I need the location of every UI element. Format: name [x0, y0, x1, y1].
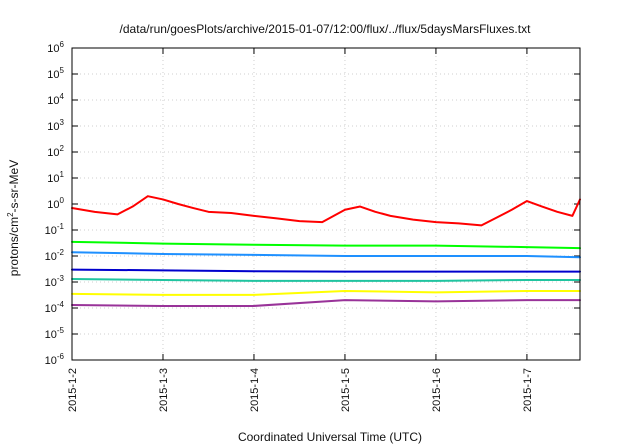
y-tick-label-base: 10 — [47, 43, 59, 55]
y-tick-label: 101 — [47, 170, 64, 185]
y-tick-label: 100 — [47, 196, 64, 211]
y-tick-label-base: 10 — [45, 225, 57, 237]
y-tick-label-base: 10 — [45, 277, 57, 289]
y-tick-label-base: 10 — [45, 329, 57, 341]
y-tick-label-base: 10 — [47, 147, 59, 159]
y-tick-label: 103 — [47, 118, 64, 133]
y-tick-label-exponent: 0 — [60, 196, 65, 205]
series-line-0 — [71, 195, 581, 227]
y-tick-label: 10-1 — [45, 222, 65, 237]
x-tick-label: 2015-1-7 — [522, 368, 534, 412]
y-tick-label: 102 — [47, 144, 64, 159]
series-layer — [71, 195, 581, 307]
chart-title: /data/run/goesPlots/archive/2015-01-07/1… — [120, 22, 532, 36]
y-tick-label-base: 10 — [47, 95, 59, 107]
y-axis-label-prefix: protons/cm — [7, 217, 21, 276]
y-tick-label-exponent: 3 — [60, 118, 65, 127]
y-tick-label: 105 — [47, 66, 64, 81]
y-tick-label-base: 10 — [47, 173, 59, 185]
y-tick-label-exponent: -5 — [57, 326, 65, 335]
y-tick-label-exponent: -2 — [57, 248, 65, 257]
y-tick-label-base: 10 — [47, 199, 59, 211]
grid-layer — [71, 47, 580, 361]
y-tick-label: 10-3 — [45, 274, 65, 289]
y-tick-label: 10-4 — [45, 300, 65, 315]
series-line-1 — [71, 240, 581, 250]
y-tick-label-base: 10 — [45, 303, 57, 315]
y-tick-label: 10-2 — [45, 248, 65, 263]
y-tick-label: 10-5 — [45, 326, 65, 341]
axes-layer — [71, 47, 581, 361]
x-tick-label: 2015-1-6 — [431, 368, 443, 412]
series-line-4 — [71, 278, 581, 282]
y-tick-label-exponent: 1 — [60, 170, 65, 179]
y-tick-label-exponent: -4 — [57, 300, 65, 309]
y-tick-label: 10-6 — [45, 352, 65, 367]
y-tick-label-exponent: 4 — [60, 92, 65, 101]
y-tick-label-base: 10 — [47, 121, 59, 133]
y-axis-label-superscript: 2 — [6, 212, 15, 217]
y-tick-label-exponent: 6 — [60, 40, 65, 49]
series-line-6 — [71, 299, 581, 307]
y-tick-label-exponent: -6 — [57, 352, 65, 361]
series-line-5 — [71, 290, 581, 296]
plot-frame — [71, 47, 581, 361]
y-axis-label: protons/cm2-s-sr-MeV — [6, 160, 21, 276]
x-tick-label: 2015-1-4 — [249, 368, 261, 412]
y-tick-label-exponent: 2 — [60, 144, 65, 153]
x-tick-label: 2015-1-2 — [67, 368, 79, 412]
x-tick-label: 2015-1-3 — [158, 368, 170, 412]
y-tick-label-exponent: 5 — [60, 66, 65, 75]
x-axis-label: Coordinated Universal Time (UTC) — [238, 430, 422, 444]
y-tick-label-base: 10 — [45, 355, 57, 367]
y-tick-label-base: 10 — [47, 69, 59, 81]
y-tick-label-exponent: -1 — [57, 222, 65, 231]
tick-label-layer: 10-610-510-410-310-210-11001011021031041… — [45, 40, 534, 412]
y-tick-label-base: 10 — [45, 251, 57, 263]
y-tick-label: 104 — [47, 92, 64, 107]
x-tick-label: 2015-1-5 — [340, 368, 352, 412]
y-axis-label-suffix: -s-sr-MeV — [7, 160, 21, 213]
series-line-2 — [71, 251, 581, 259]
y-tick-label: 106 — [47, 40, 64, 55]
y-tick-label-exponent: -3 — [57, 274, 65, 283]
series-line-3 — [71, 268, 581, 273]
